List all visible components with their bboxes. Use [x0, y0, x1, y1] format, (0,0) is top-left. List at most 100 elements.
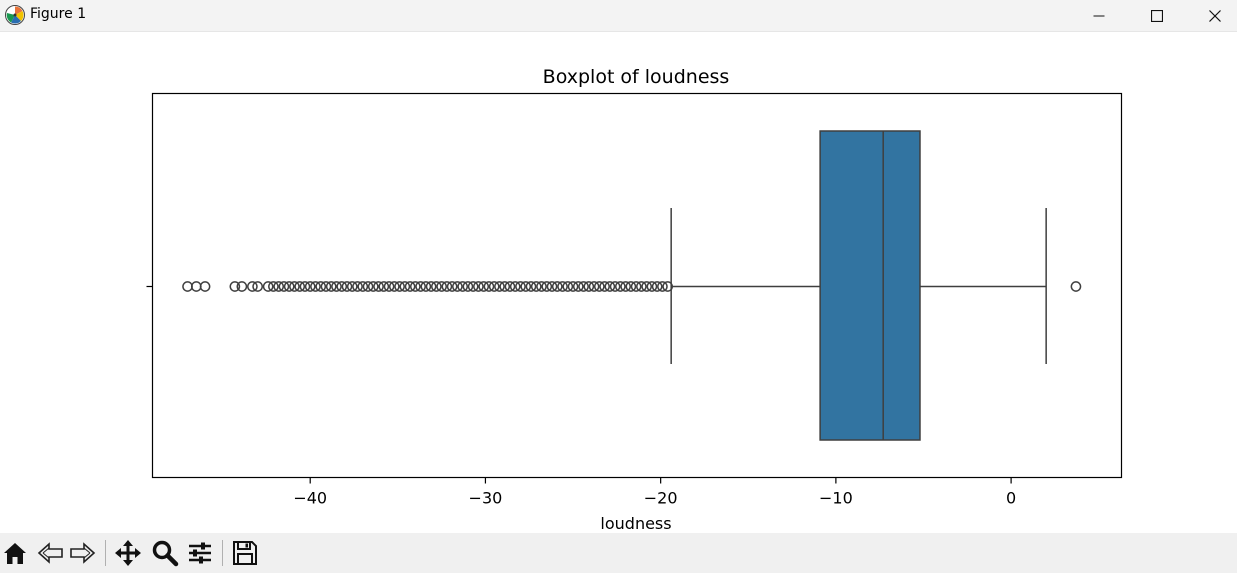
x-tick-label: −20 [644, 489, 678, 508]
outlier-point [294, 281, 306, 292]
outlier-point [320, 281, 332, 292]
outlier-point [483, 281, 495, 292]
close-button[interactable] [1192, 0, 1237, 31]
outlier-point [415, 281, 426, 292]
outlier-point [378, 281, 390, 292]
pan-icon [115, 540, 141, 566]
outlier-point [388, 281, 400, 292]
outlier-point [593, 281, 605, 292]
outlier-point [536, 281, 547, 292]
outlier-point [331, 281, 342, 292]
outlier-point [572, 281, 584, 292]
home-button[interactable] [0, 538, 30, 568]
boxplot-chart[interactable]: Boxplot of loudness −40 −30 −20 −10 0 loudne… [0, 32, 1237, 533]
outlier-point [583, 281, 595, 292]
outlier-point [515, 281, 526, 292]
outlier-point [462, 281, 474, 292]
outlier-point [278, 281, 290, 292]
save-button[interactable] [230, 538, 260, 568]
toolbar-separator [222, 540, 223, 566]
outlier-point [646, 281, 658, 292]
configure-subplots-button[interactable] [185, 538, 215, 568]
outlier-point [283, 281, 295, 292]
maximize-icon [1151, 9, 1163, 22]
outlier-point [262, 281, 274, 292]
outlier-point [578, 281, 589, 292]
outlier-point [247, 281, 258, 292]
x-tick-label: −40 [293, 489, 327, 508]
outlier-point [346, 281, 358, 292]
outlier-point [367, 281, 379, 292]
outlier-point [625, 281, 637, 292]
outlier-point [488, 281, 500, 292]
outlier-point [1070, 281, 1082, 292]
outlier-point [620, 281, 631, 292]
whiskers-group [670, 208, 1047, 364]
outlier-point [599, 281, 610, 292]
outlier-point [252, 281, 263, 292]
outlier-point [383, 281, 395, 292]
x-tick-label: 0 [1006, 489, 1016, 508]
outlier-point [352, 281, 363, 292]
forward-button[interactable] [68, 538, 98, 568]
outlier-point [541, 281, 553, 292]
outlier-point [530, 281, 542, 292]
home-icon [4, 543, 26, 564]
outlier-point [315, 281, 327, 292]
outlier-point [336, 281, 348, 292]
box-group [819, 130, 921, 441]
outlier-point [651, 281, 663, 292]
outlier-point [520, 281, 532, 292]
outlier-point [525, 281, 537, 292]
outlier-point [304, 281, 316, 292]
zoom-icon [152, 540, 179, 567]
outlier-point [557, 281, 568, 292]
zoom-button[interactable] [150, 538, 180, 568]
outlier-point [436, 281, 447, 292]
outlier-point [567, 281, 579, 292]
outlier-point [473, 281, 484, 292]
minimize-button[interactable] [1076, 0, 1122, 31]
axes-frame [151, 92, 1123, 479]
outliers-group [182, 281, 1082, 292]
outlier-point [229, 281, 241, 292]
outlier-point [452, 281, 463, 292]
outlier-point [199, 281, 211, 292]
outlier-point [641, 281, 652, 292]
outlier-point [394, 281, 405, 292]
outlier-point [478, 281, 490, 292]
outlier-point [425, 281, 437, 292]
outlier-point [509, 281, 521, 292]
toolbar-separator [105, 540, 106, 566]
outlier-point [494, 281, 505, 292]
outlier-point [499, 281, 511, 292]
outlier-point [636, 281, 647, 292]
outlier-point [588, 281, 600, 292]
outlier-point [310, 281, 321, 292]
outlier-point [236, 281, 248, 292]
pan-button[interactable] [113, 538, 143, 568]
outlier-point [431, 281, 442, 292]
outlier-point [409, 281, 421, 292]
outlier-point [299, 281, 311, 292]
back-icon [37, 542, 63, 564]
configure-subplots-icon [189, 542, 211, 564]
outlier-point [441, 281, 453, 292]
x-tick-label: −10 [819, 489, 853, 508]
outlier-point [630, 281, 642, 292]
forward-icon [70, 542, 96, 564]
window-titlebar: Figure 1 [0, 0, 1237, 32]
outlier-point [190, 281, 202, 292]
close-icon [1209, 9, 1221, 22]
outlier-point [657, 281, 668, 292]
outlier-point [504, 281, 516, 292]
matplotlib-icon [5, 5, 25, 25]
outlier-point [182, 281, 193, 292]
outlier-point [420, 281, 432, 292]
outlier-point [609, 281, 621, 292]
iqr-box [819, 130, 921, 441]
back-button[interactable] [35, 538, 65, 568]
save-icon [233, 541, 257, 565]
maximize-button[interactable] [1134, 0, 1180, 31]
outlier-point [268, 281, 279, 292]
